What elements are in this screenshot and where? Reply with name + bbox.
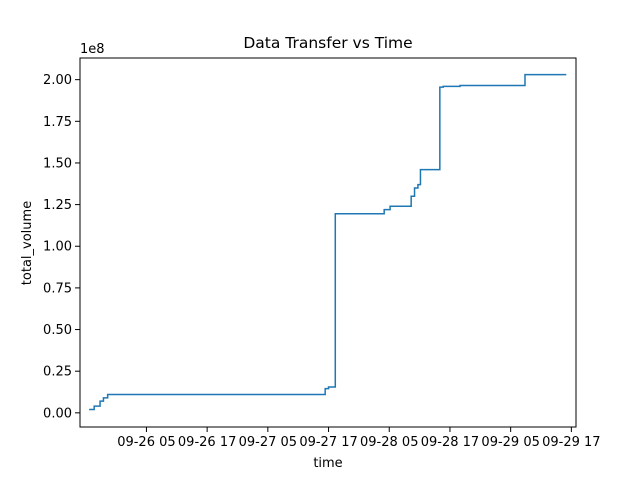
y-tick-label: 1.00 [43, 240, 72, 255]
chart-title: Data Transfer vs Time [243, 34, 412, 52]
y-tick-label: 1.50 [43, 156, 72, 171]
x-axis-label: time [313, 456, 342, 471]
y-axis: 0.00 0.25 0.50 0.75 1.00 1.25 1.50 1.75 2.00 [43, 73, 80, 421]
data-series-line-0 [89, 73, 567, 411]
x-tick-label: 09-27 05 [239, 435, 297, 450]
y-tick-label: 2.00 [43, 73, 72, 88]
y-tick-label: 1.75 [43, 115, 72, 130]
y-tick-label: 0.75 [43, 281, 72, 296]
x-tick-label: 09-26 05 [117, 435, 175, 450]
x-tick-label: 09-26 17 [178, 435, 236, 450]
plot-area [89, 73, 567, 411]
y-tick-label: 0.25 [43, 365, 72, 380]
y-tick-label: 1.25 [43, 198, 72, 213]
x-tick-label: 09-28 17 [421, 435, 479, 450]
y-tick-label: 0.50 [43, 323, 72, 338]
x-tick-label: 09-28 05 [360, 435, 418, 450]
y-axis-offset-label: 1e8 [80, 42, 105, 57]
x-tick-label: 09-29 17 [542, 435, 600, 450]
x-tick-label: 09-29 05 [481, 435, 539, 450]
axes-frame [79, 57, 577, 428]
y-tick-label: 0.00 [43, 406, 72, 421]
x-tick-label: 09-27 17 [299, 435, 357, 450]
x-axis: 09-26 05 09-26 17 09-27 05 09-27 17 09-28 05… [117, 427, 601, 450]
y-axis-label: total_volume [20, 201, 35, 285]
